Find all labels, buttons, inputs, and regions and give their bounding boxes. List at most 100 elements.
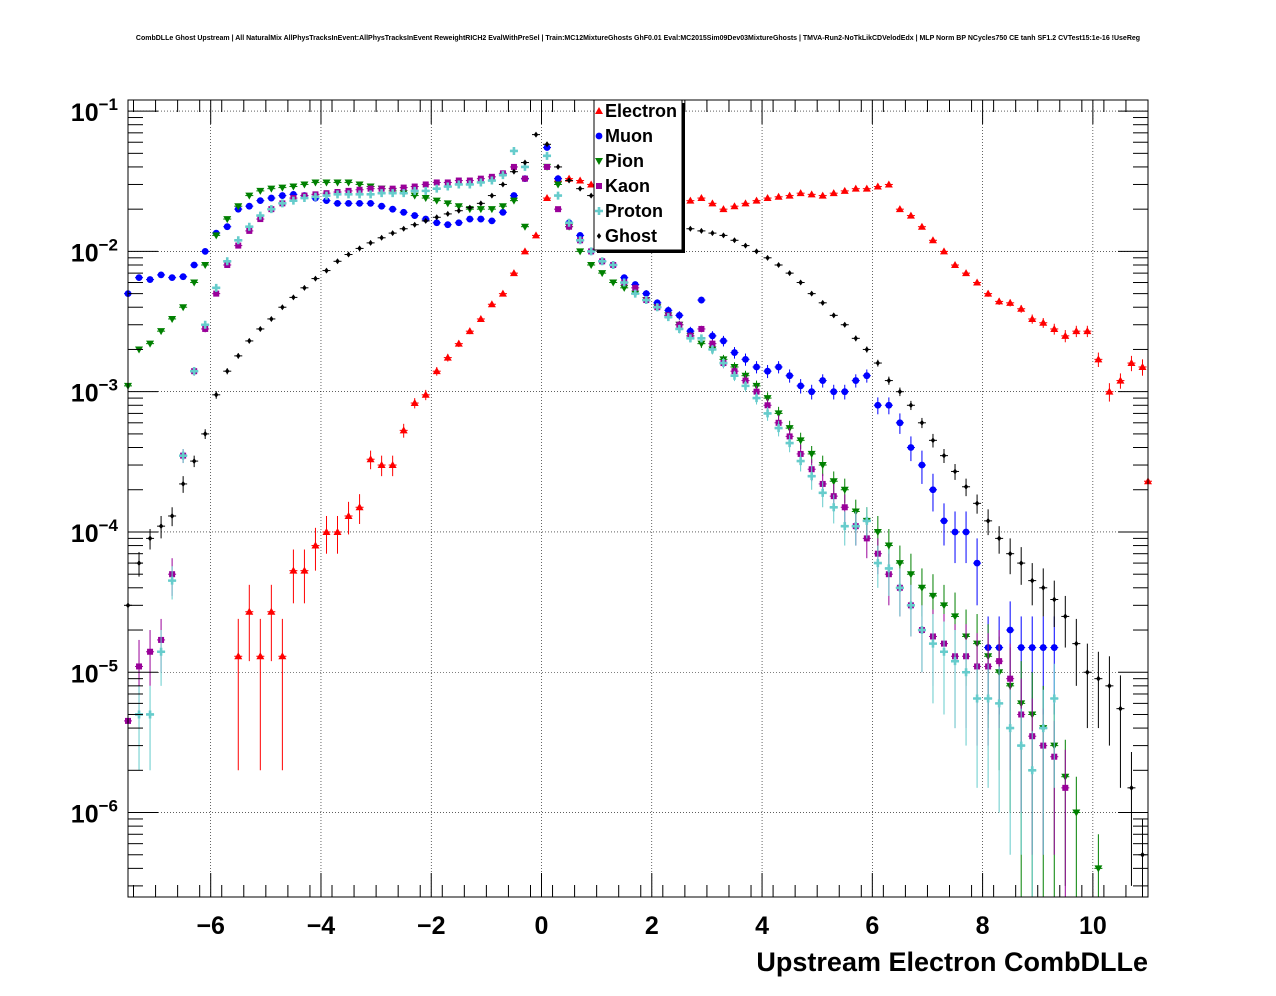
data-point [179, 304, 188, 312]
series-electron [234, 174, 1152, 771]
data-point [730, 371, 739, 380]
data-point [796, 457, 805, 466]
data-point [291, 294, 296, 301]
data-point [1050, 324, 1059, 332]
data-point [897, 388, 903, 395]
data-point [533, 131, 539, 138]
data-point [941, 452, 947, 459]
data-point [269, 315, 274, 322]
data-point [708, 345, 717, 354]
data-point [300, 194, 309, 203]
legend-label: Pion [605, 151, 644, 171]
data-point [223, 257, 232, 266]
data-point [555, 206, 562, 213]
data-point [234, 236, 243, 245]
data-point [686, 196, 695, 204]
data-point [443, 200, 452, 208]
data-point [256, 187, 265, 195]
data-point [478, 200, 484, 207]
data-point [1039, 724, 1048, 733]
data-point [300, 181, 309, 189]
data-point [355, 190, 364, 199]
data-point [1094, 355, 1103, 363]
data-point [962, 528, 970, 536]
data-point [930, 437, 936, 444]
data-point [454, 180, 463, 189]
legend-marker [595, 132, 603, 140]
data-point [410, 399, 419, 407]
data-point [146, 710, 155, 719]
data-point [917, 222, 926, 230]
data-point [456, 207, 462, 214]
x-tick-label: 8 [976, 912, 990, 940]
data-point [378, 185, 385, 192]
data-point [324, 267, 329, 274]
data-point [830, 388, 838, 396]
data-point [862, 184, 871, 192]
data-point [411, 212, 419, 219]
legend-label: Ghost [605, 226, 657, 246]
data-point [620, 284, 629, 292]
data-point [609, 279, 618, 287]
data-point [400, 184, 407, 191]
data-point [433, 219, 441, 227]
data-point [710, 230, 715, 237]
data-point [334, 199, 341, 207]
data-point [829, 478, 838, 486]
data-point [587, 261, 596, 269]
data-point [632, 284, 639, 291]
data-point [765, 254, 770, 261]
data-point [940, 647, 948, 656]
data-point [918, 461, 926, 469]
data-point [344, 511, 353, 519]
data-point [201, 261, 210, 269]
data-point [245, 607, 254, 615]
data-point [719, 205, 728, 213]
data-point [752, 394, 761, 403]
data-point [433, 179, 440, 186]
data-point [289, 566, 298, 574]
data-point [764, 402, 771, 409]
data-point [1017, 644, 1025, 651]
legend-marker [596, 233, 602, 239]
data-point [587, 247, 596, 256]
data-point [851, 184, 860, 192]
data-point [752, 196, 761, 204]
data-point [906, 211, 915, 219]
data-point [543, 151, 552, 160]
data-point [1107, 682, 1112, 689]
y-tick-label: 10−4 [71, 516, 119, 548]
data-point [1030, 577, 1035, 584]
data-point [928, 236, 937, 244]
data-point [1017, 741, 1026, 750]
data-point [829, 503, 838, 512]
data-point [721, 232, 726, 239]
data-point [798, 279, 803, 286]
data-point [157, 328, 166, 336]
data-point [521, 175, 528, 182]
data-point [577, 185, 583, 192]
data-point [236, 352, 241, 359]
data-point [367, 199, 374, 207]
data-point [168, 576, 177, 585]
data-point [245, 222, 254, 231]
data-point [763, 409, 772, 418]
x-axis-label: Upstream Electron CombDLLe [756, 947, 1148, 977]
data-point [1018, 560, 1024, 567]
data-point [378, 202, 386, 210]
data-point [214, 391, 219, 398]
data-point [863, 372, 871, 380]
data-point [311, 541, 320, 549]
data-point [256, 652, 265, 660]
y-tick-label: 10−5 [71, 656, 118, 688]
data-point [498, 203, 507, 211]
x-tick-label: 6 [865, 912, 879, 940]
data-point [885, 401, 893, 409]
data-point [996, 658, 1003, 665]
data-point [267, 194, 275, 202]
data-point [421, 390, 430, 398]
data-point [1061, 331, 1070, 339]
data-point [422, 181, 429, 188]
data-point [377, 461, 386, 469]
data-point [807, 190, 816, 198]
